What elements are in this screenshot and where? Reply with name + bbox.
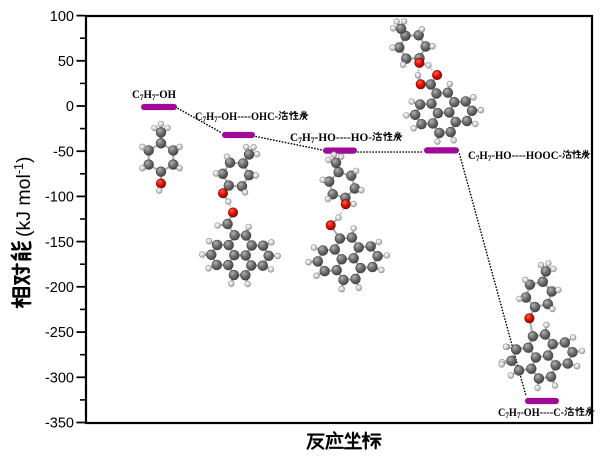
svg-text:0: 0: [66, 99, 74, 115]
svg-text:-150: -150: [45, 235, 74, 251]
svg-text:C7H7-HO----HOOC-: C7H7-HO----HOOC-: [468, 150, 562, 163]
svg-text:-350: -350: [45, 416, 74, 432]
svg-text:-300: -300: [45, 371, 74, 387]
svg-text:C7H7-OH----OHC-: C7H7-OH----OHC-: [195, 111, 278, 124]
svg-text:C7H7-OH----C-: C7H7-OH----C-: [498, 407, 564, 420]
svg-text:50: 50: [58, 54, 74, 70]
svg-text:-50: -50: [53, 144, 74, 160]
svg-text:-250: -250: [45, 325, 74, 341]
svg-text:-200: -200: [45, 280, 74, 296]
svg-text:100: 100: [50, 9, 74, 25]
svg-text:C7H7-OH: C7H7-OH: [132, 89, 176, 102]
svg-text:C7H7-HO----HO-: C7H7-HO----HO-: [290, 132, 372, 145]
svg-text:(kJ mol-1): (kJ mol-1): [12, 157, 35, 237]
svg-text:-100: -100: [45, 190, 74, 206]
